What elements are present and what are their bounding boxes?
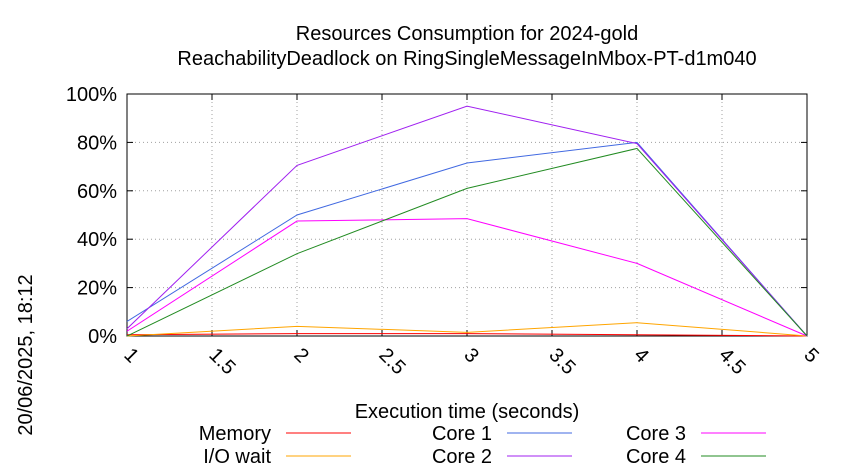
x-axis-label: Execution time (seconds)	[355, 401, 580, 423]
timestamp-label: 20/06/2025, 18:12	[15, 274, 37, 435]
grid-lines	[127, 94, 807, 336]
y-tick-label: 80%	[77, 132, 117, 154]
y-tick-label: 60%	[77, 181, 117, 203]
x-tick-label: 2	[289, 344, 312, 367]
plot-frame	[126, 93, 808, 337]
y-tick-label: 20%	[77, 278, 117, 300]
y-tick-label: 0%	[88, 326, 117, 348]
x-tick-label: 5	[799, 344, 822, 367]
legend-label-core-2: Core 2	[432, 446, 492, 468]
x-tick-label: 2.5	[374, 344, 409, 379]
chart-subtitle: ReachabilityDeadlock on RingSingleMessag…	[177, 48, 756, 70]
series-line-i-o-wait	[126, 322, 808, 337]
series-line-core-3	[126, 218, 808, 337]
legend-label-memory: Memory	[199, 423, 271, 445]
chart-title: Resources Consumption for 2024-gold	[296, 23, 638, 45]
x-tick-label: 3	[459, 344, 482, 367]
x-tick-label: 4.5	[714, 344, 749, 379]
series-line-core-2	[126, 105, 808, 337]
x-tick-label: 3.5	[544, 344, 579, 379]
x-tick-label: 1.5	[204, 344, 239, 379]
legend-label-i-o-wait: I/O wait	[203, 446, 271, 468]
x-tick-label: 4	[629, 344, 652, 367]
x-tick-label: 1	[119, 344, 142, 367]
legend-label-core-3: Core 3	[626, 423, 686, 445]
legend-label-core-4: Core 4	[626, 446, 686, 468]
y-tick-label: 40%	[77, 229, 117, 251]
series-line-memory	[126, 333, 808, 337]
series-line-core-4	[126, 147, 808, 337]
series-lines	[126, 105, 808, 337]
legend-label-core-1: Core 1	[432, 423, 492, 445]
y-tick-label: 100%	[66, 84, 117, 106]
series-line-core-1	[126, 141, 808, 337]
